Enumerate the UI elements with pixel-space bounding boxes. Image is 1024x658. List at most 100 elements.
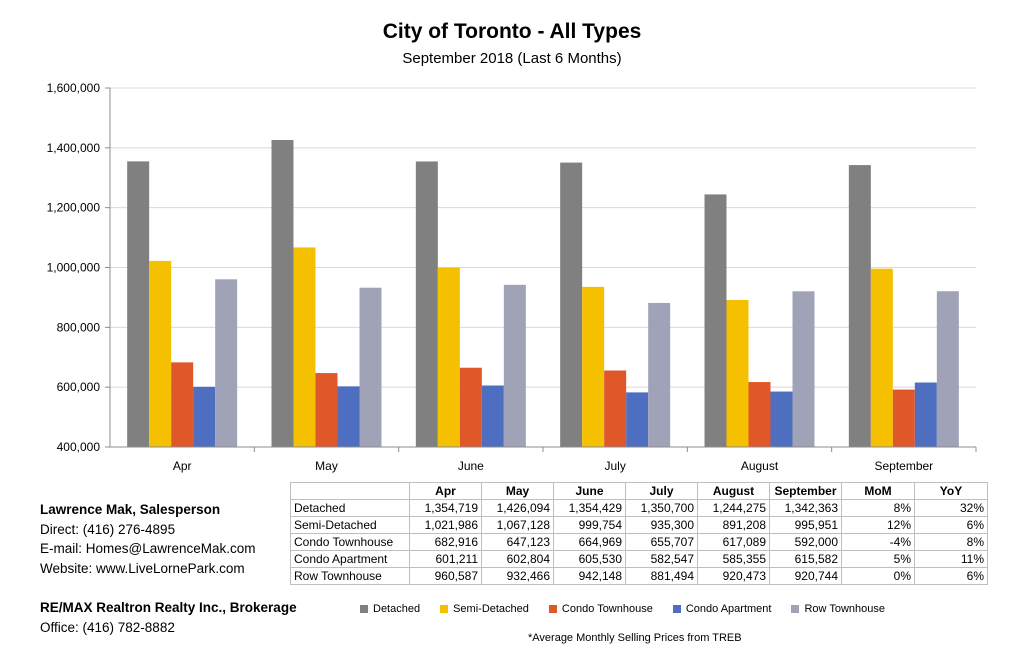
bar bbox=[792, 291, 815, 447]
table-header: September bbox=[769, 482, 842, 500]
table-row: Condo Apartment 601,211 602,804 605,530 582,… bbox=[290, 550, 988, 568]
chart-subtitle: September 2018 (Last 6 Months) bbox=[402, 50, 622, 67]
y-tick-label: 1,400,000 bbox=[47, 141, 101, 155]
footnote: *Average Monthly Selling Prices from TRE… bbox=[528, 632, 742, 644]
bar bbox=[415, 161, 438, 447]
bar bbox=[870, 268, 893, 447]
table-cell: 615,582 bbox=[769, 550, 842, 568]
table-row-label: Row Townhouse bbox=[290, 567, 410, 585]
legend-label: Condo Apartment bbox=[685, 603, 772, 615]
table-cell: 942,148 bbox=[553, 567, 626, 585]
bar bbox=[127, 161, 150, 448]
bar bbox=[215, 279, 238, 447]
table-row: Row Townhouse 960,587 932,466 942,148 881,49… bbox=[290, 567, 988, 585]
data-table: Apr May June July August September MoM Y… bbox=[290, 482, 988, 585]
legend: Detached Semi-Detached Condo Townhouse Cond… bbox=[360, 603, 905, 615]
y-tick-label: 600,000 bbox=[57, 380, 101, 394]
bar bbox=[726, 300, 749, 447]
table-corner bbox=[290, 482, 410, 500]
bar bbox=[193, 386, 216, 447]
bar bbox=[459, 367, 482, 447]
bar bbox=[503, 284, 526, 447]
table-cell: 6% bbox=[914, 516, 988, 534]
chart-title: City of Toronto - All Types bbox=[382, 20, 642, 43]
legend-item: Detached bbox=[360, 603, 420, 615]
table-header: August bbox=[697, 482, 770, 500]
table-cell: 11% bbox=[914, 550, 988, 568]
legend-label: Condo Townhouse bbox=[561, 603, 653, 615]
contact-direct: Direct: (416) 276-4895 bbox=[40, 521, 176, 537]
bar bbox=[359, 287, 382, 447]
table-cell: -4% bbox=[841, 533, 915, 551]
table-header: YoY bbox=[914, 482, 988, 500]
legend-swatch bbox=[360, 605, 368, 613]
table-row-label: Detached bbox=[290, 499, 410, 517]
legend-item: Condo Apartment bbox=[672, 603, 772, 615]
table-cell: 605,530 bbox=[553, 550, 626, 568]
table-cell: 617,089 bbox=[697, 533, 770, 551]
table-header-row: Apr May June July August September MoM Y… bbox=[290, 482, 988, 500]
table-header: June bbox=[553, 482, 626, 500]
bar bbox=[271, 140, 294, 448]
legend-label: Row Townhouse bbox=[804, 603, 885, 615]
table-row-label: Condo Townhouse bbox=[290, 533, 410, 551]
table-cell: 960,587 bbox=[409, 567, 482, 585]
table-cell: 602,804 bbox=[481, 550, 554, 568]
table-cell: 8% bbox=[841, 499, 915, 517]
bar bbox=[149, 260, 172, 447]
x-tick-label: September bbox=[874, 459, 933, 473]
table-cell: 647,123 bbox=[481, 533, 554, 551]
table-cell: 881,494 bbox=[625, 567, 698, 585]
legend-item: Semi-Detached bbox=[440, 603, 529, 615]
legend-label: Detached bbox=[373, 603, 421, 615]
company-office: Office: (416) 782-8882 bbox=[40, 619, 175, 635]
table-row-label: Condo Apartment bbox=[290, 550, 410, 568]
table-cell: 1,350,700 bbox=[625, 499, 698, 517]
table-cell: 1,342,363 bbox=[769, 499, 842, 517]
table-cell: 655,707 bbox=[625, 533, 698, 551]
x-tick-label: Apr bbox=[173, 459, 192, 473]
bar bbox=[704, 194, 727, 447]
contact-email: E-mail: Homes@LawrenceMak.com bbox=[40, 541, 256, 556]
contact-name: Lawrence Mak, Salesperson bbox=[40, 502, 221, 517]
table-header: July bbox=[625, 482, 698, 500]
bar bbox=[770, 391, 793, 447]
bar bbox=[171, 362, 194, 447]
table-cell: 995,951 bbox=[769, 516, 842, 534]
bar bbox=[648, 302, 671, 447]
x-tick-label: August bbox=[741, 459, 779, 473]
table-cell: 582,547 bbox=[625, 550, 698, 568]
bar bbox=[337, 386, 360, 447]
y-tick-label: 800,000 bbox=[57, 320, 101, 334]
table-cell: 0% bbox=[841, 567, 915, 585]
x-tick-label: May bbox=[315, 459, 338, 473]
contact-website: Website: www.LiveLornePark.com bbox=[40, 560, 245, 576]
bar bbox=[848, 165, 871, 447]
table-header: May bbox=[481, 482, 554, 500]
table-cell: 8% bbox=[914, 533, 988, 551]
bar bbox=[604, 370, 627, 447]
legend-item: Condo Townhouse bbox=[548, 603, 653, 615]
x-tick-label: July bbox=[604, 459, 625, 473]
table-row: Condo Townhouse 682,916 647,123 664,969 655,… bbox=[290, 533, 988, 551]
y-tick-label: 400,000 bbox=[57, 440, 101, 454]
table-cell: 682,916 bbox=[409, 533, 482, 551]
bar bbox=[437, 267, 460, 447]
gridlines bbox=[110, 87, 976, 448]
table-cell: 32% bbox=[914, 499, 988, 517]
bars bbox=[127, 140, 959, 448]
bar bbox=[481, 385, 504, 447]
table-cell: 920,473 bbox=[697, 567, 770, 585]
table-cell: 1,426,094 bbox=[481, 499, 554, 517]
company-name: RE/MAX Realtron Realty Inc., Brokerage bbox=[40, 600, 297, 615]
bar bbox=[892, 389, 915, 447]
table-header: Apr bbox=[409, 482, 482, 500]
bar bbox=[626, 392, 649, 447]
legend-swatch bbox=[791, 605, 800, 613]
y-tick-label: 1,200,000 bbox=[47, 201, 101, 215]
legend-swatch bbox=[440, 605, 449, 613]
table-cell: 592,000 bbox=[769, 533, 842, 551]
table-row: Semi-Detached 1,021,986 1,067,128 999,754 93… bbox=[290, 516, 988, 534]
table-cell: 935,300 bbox=[625, 516, 698, 534]
table-cell: 1,244,275 bbox=[697, 499, 770, 517]
